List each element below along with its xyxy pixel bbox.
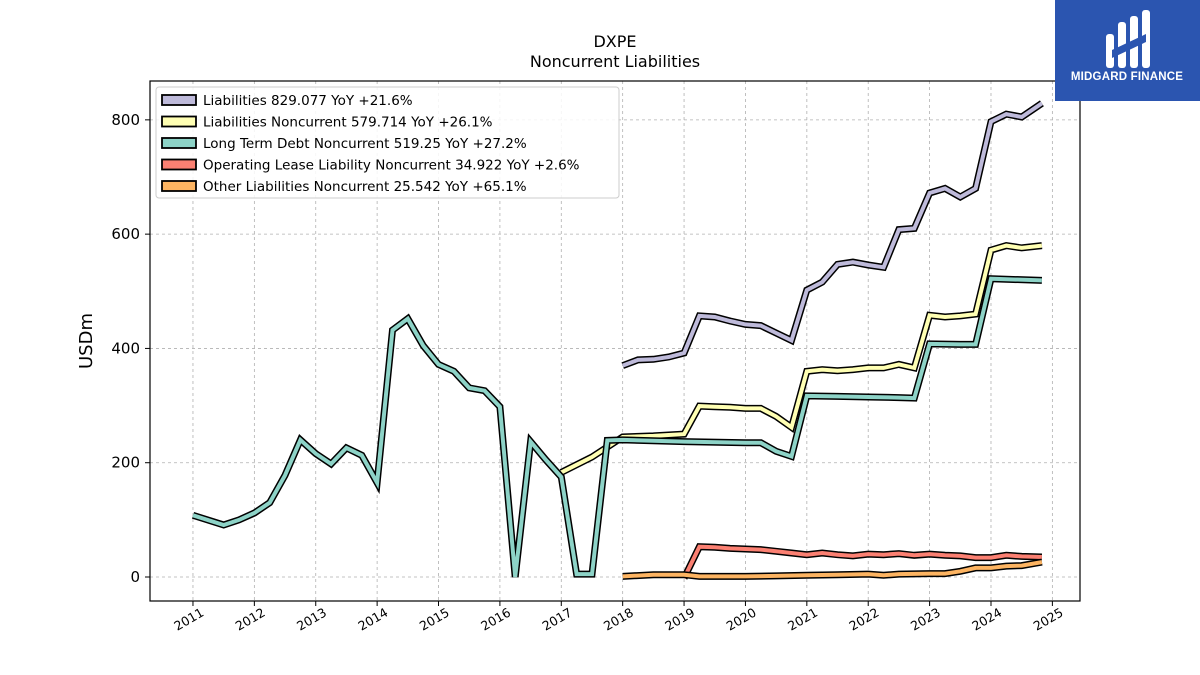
- legend-swatch: [161, 180, 197, 192]
- legend-label: Liabilities 829.077 YoY +21.6%: [203, 93, 413, 109]
- legend-item: Other Liabilities Noncurrent 25.542 YoY …: [161, 179, 527, 195]
- x-tick-label: 2025: [1031, 605, 1066, 634]
- legend-item: Long Term Debt Noncurrent 519.25 YoY +27…: [161, 136, 527, 152]
- y-axis-ticks: 0 200 400 600 800: [111, 111, 150, 586]
- legend-label: Long Term Debt Noncurrent 519.25 YoY +27…: [203, 136, 527, 152]
- x-tick-label: 2017: [540, 605, 575, 634]
- x-tick-label: 2016: [478, 605, 513, 634]
- legend-label: Operating Lease Liability Noncurrent 34.…: [203, 158, 580, 174]
- legend-label: Other Liabilities Noncurrent 25.542 YoY …: [203, 179, 527, 195]
- legend-box: [155, 86, 620, 199]
- legend-item: Operating Lease Liability Noncurrent 34.…: [161, 158, 580, 174]
- series-liabilities-noncurrent: [559, 242, 1043, 476]
- y-tick-label: 0: [130, 568, 140, 586]
- x-axis-ticks: 2011 2012 2013 2014 2015 2016 2017 2018 2019 2020…: [171, 601, 1066, 634]
- x-tick-label: 2014: [355, 605, 390, 634]
- legend-swatch: [161, 137, 197, 149]
- x-tick-label: 2012: [233, 605, 268, 634]
- logo-text: MIDGARD FINANCE: [1071, 71, 1183, 83]
- chart-subtitle: Noncurrent Liabilities: [530, 52, 700, 71]
- x-tick-label: 2023: [908, 605, 943, 634]
- series-line-outline: [191, 275, 1043, 578]
- series-line: [622, 560, 1043, 579]
- legend: Liabilities 829.077 YoY +21.6% Liabilitie…: [155, 86, 620, 199]
- series-line: [192, 276, 1042, 578]
- series-operating-lease-liability-noncurrent: [680, 543, 1043, 580]
- logo-mark-icon: [1106, 10, 1150, 68]
- legend-item: Liabilities Noncurrent 579.714 YoY +26.1…: [161, 115, 493, 131]
- x-tick-label: 2021: [785, 605, 820, 634]
- series-line: [622, 101, 1044, 368]
- series-long-term-debt-noncurrent: [191, 275, 1043, 578]
- x-tick-label: 2013: [294, 605, 329, 634]
- y-tick-label: 400: [111, 339, 140, 357]
- x-tick-label: 2022: [846, 605, 881, 634]
- legend-swatch: [161, 158, 197, 171]
- y-axis-label: USDm: [76, 313, 97, 369]
- legend-swatch: [161, 94, 197, 106]
- y-tick-label: 200: [111, 454, 140, 472]
- series-line: [682, 544, 1042, 579]
- y-tick-label: 600: [111, 225, 140, 243]
- y-tick-label: 800: [111, 111, 140, 129]
- chart-title: DXPE: [593, 32, 636, 51]
- x-tick-label: 2015: [417, 605, 452, 634]
- x-tick-label: 2018: [601, 605, 636, 634]
- x-tick-label: 2024: [969, 605, 1004, 634]
- legend-swatch: [161, 115, 197, 128]
- series-line: [560, 243, 1043, 475]
- series-other-liabilities-noncurrent: [622, 558, 1043, 580]
- series-liabilities: [621, 100, 1044, 369]
- legend-item: Liabilities 829.077 YoY +21.6%: [161, 93, 413, 109]
- series-lines: [191, 100, 1044, 580]
- x-tick-label: 2019: [662, 605, 697, 634]
- x-tick-label: 2011: [171, 605, 206, 634]
- logo: MIDGARD FINANCE: [1055, 0, 1200, 101]
- plot-area-frame: [149, 80, 1081, 602]
- legend-label: Liabilities Noncurrent 579.714 YoY +26.1…: [203, 115, 493, 131]
- x-tick-label: 2020: [724, 605, 759, 634]
